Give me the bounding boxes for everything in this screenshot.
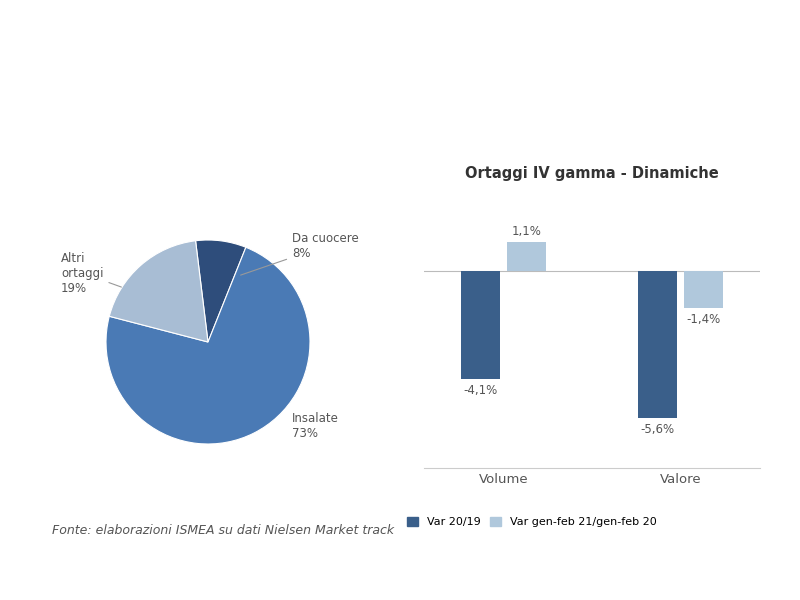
Bar bbox=[507, 242, 546, 271]
Text: 1,1%: 1,1% bbox=[512, 225, 542, 238]
Wedge shape bbox=[106, 247, 310, 444]
Title: Ortaggi IV gamma - Dinamiche: Ortaggi IV gamma - Dinamiche bbox=[465, 166, 719, 181]
Bar bbox=[461, 271, 500, 379]
Text: Fonte: elaborazioni ISMEA su dati Nielsen Market track: Fonte: elaborazioni ISMEA su dati Nielse… bbox=[52, 524, 394, 538]
Text: -4,1%: -4,1% bbox=[463, 384, 498, 397]
Text: Composizione in valore e dinamiche delle vendite degli ortaggi IV gamma per tipo: Composizione in valore e dinamiche delle… bbox=[57, 130, 710, 158]
Bar bbox=[684, 271, 723, 308]
Bar bbox=[638, 271, 677, 418]
Wedge shape bbox=[110, 241, 208, 342]
Text: Altri
ortaggi
19%: Altri ortaggi 19% bbox=[61, 251, 122, 295]
Text: Da cuocere
8%: Da cuocere 8% bbox=[241, 232, 358, 275]
Wedge shape bbox=[195, 240, 246, 342]
Legend: Var 20/19, Var gen-feb 21/gen-feb 20: Var 20/19, Var gen-feb 21/gen-feb 20 bbox=[402, 512, 661, 532]
Text: -1,4%: -1,4% bbox=[686, 313, 721, 326]
Text: -5,6%: -5,6% bbox=[640, 424, 674, 436]
Text: Insalate
73%: Insalate 73% bbox=[292, 412, 339, 440]
